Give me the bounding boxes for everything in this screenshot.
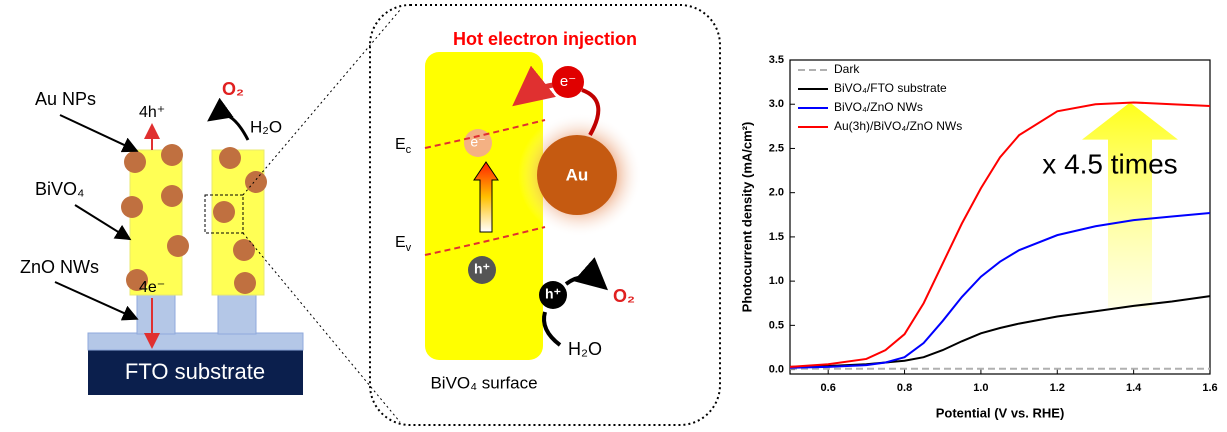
inset-title: Hot electron injection [453, 29, 637, 49]
label: O₂ [613, 286, 635, 306]
enhancement-arrow [1082, 102, 1178, 307]
y-axis-label: Photocurrent density (mA/cm²) [739, 122, 754, 313]
label: Au NPs [35, 89, 96, 109]
label: h⁺ [474, 261, 490, 277]
legend-label: Dark [834, 62, 860, 76]
x-tick-label: 1.2 [1050, 382, 1065, 394]
label: Ev [395, 234, 412, 254]
chart: 0.0 0.5 1.0 1.5 2.0 2.5 3.0 3.5 0.6 0.8 1.0 1.2 1.4 1… [739, 54, 1217, 421]
zoom-line [243, 10, 400, 195]
y-tick-label: 0.5 [769, 319, 784, 331]
legend-label: BiVO₄/ZnO NWs [834, 100, 923, 114]
y-tick-label: 3.0 [769, 98, 784, 110]
oxidation-arrow [566, 277, 602, 285]
label: Ec [395, 136, 412, 156]
label: H₂O [568, 339, 602, 359]
x-tick-label: 0.6 [821, 382, 836, 394]
y-tick-label: 0.0 [769, 363, 784, 375]
annotation: x 4.5 times [1042, 149, 1177, 180]
y-tick-label: 2.0 [769, 187, 784, 199]
label: BiVO₄ surface [430, 373, 537, 392]
x-tick-label: 1.0 [973, 382, 988, 394]
y-tick-label: 3.5 [769, 54, 784, 66]
pointer [60, 115, 135, 150]
label: O₂ [222, 79, 244, 99]
x-tick-label: 0.8 [897, 382, 912, 394]
pointer [75, 205, 128, 238]
oxidation [544, 312, 560, 345]
y-tick-label: 1.0 [769, 275, 784, 287]
y-tick-label: 1.5 [769, 231, 784, 243]
label: E [395, 136, 406, 153]
label: 4e⁻ [139, 279, 165, 296]
reaction-arrow [212, 114, 248, 140]
label: 4h⁺ [139, 104, 165, 121]
schematic: Au NPs BiVO₄ ZnO NWs 4h⁺ 4e⁻ O₂ H₂O FTO … [20, 10, 400, 422]
label: E [395, 234, 406, 251]
pointer [55, 282, 135, 318]
label: Au [566, 165, 589, 184]
x-tick-label: 1.4 [1126, 382, 1142, 394]
label: h⁺ [545, 286, 561, 302]
x-axis-label: Potential (V vs. RHE) [936, 405, 1065, 420]
label: BiVO₄ [35, 179, 84, 199]
inset: Au Hot electron injection e⁻ e⁻ Ec Ev h⁺… [370, 5, 720, 425]
label: c [406, 144, 412, 156]
fto-layer [88, 333, 303, 350]
label: v [406, 242, 412, 254]
label: FTO substrate [125, 359, 265, 384]
label: ZnO NWs [20, 257, 99, 277]
x-tick-label: 1.6 [1202, 382, 1217, 394]
label: e⁻ [560, 73, 576, 90]
label: H₂O [250, 117, 282, 136]
y-tick-label: 2.5 [769, 142, 784, 154]
figure: Au NPs BiVO₄ ZnO NWs 4h⁺ 4e⁻ O₂ H₂O FTO … [0, 0, 1227, 432]
legend-label: Au(3h)/BiVO₄/ZnO NWs [834, 119, 962, 133]
legend-label: BiVO₄/FTO substrate [834, 81, 947, 95]
